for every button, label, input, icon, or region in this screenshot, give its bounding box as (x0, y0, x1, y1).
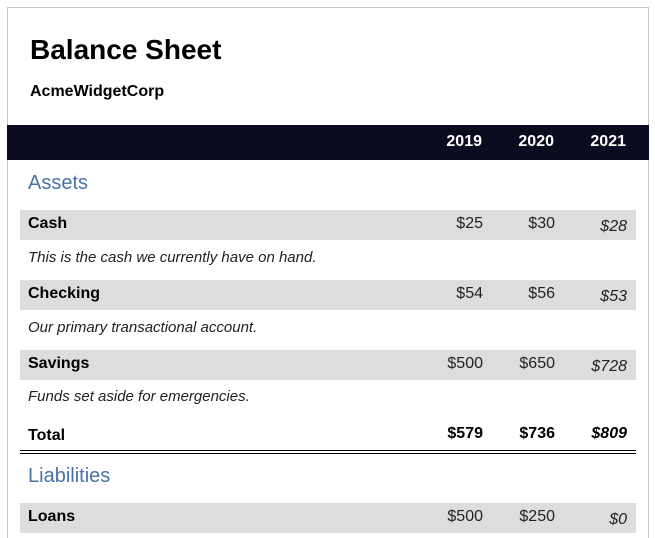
row-label: Loans (28, 508, 76, 525)
year-header-2020: 2020 (518, 133, 554, 150)
total-2019: $579 (447, 425, 483, 442)
row-label: Cash (28, 215, 68, 232)
value-2020: $30 (528, 215, 555, 232)
row-label: Savings (28, 355, 90, 372)
row-description-cash: This is the cash we currently have on ha… (28, 249, 317, 266)
value-2021: $0 (609, 511, 627, 528)
value-2019: $54 (456, 285, 483, 302)
page-title: Balance Sheet (30, 34, 222, 65)
value-2021: $28 (600, 218, 627, 235)
balance-sheet-card: Balance Sheet AcmeWidgetCorp 2019 2020 2… (7, 7, 649, 538)
value-2019: $25 (456, 215, 483, 232)
total-2021: $809 (591, 425, 627, 442)
section-heading-assets: Assets (28, 172, 89, 194)
total-divider (20, 450, 636, 454)
row-description-savings: Funds set aside for emergencies. (28, 388, 250, 405)
table-row-cash: Cash $25 $30 $28 (20, 210, 636, 240)
table-row-checking: Checking $54 $56 $53 (20, 280, 636, 310)
table-row-loans: Loans $500 $250 $0 (20, 503, 636, 533)
table-row-savings: Savings $500 $650 $728 (20, 350, 636, 380)
value-2019: $500 (447, 355, 483, 372)
value-2020: $250 (519, 508, 555, 525)
value-2020: $650 (519, 355, 555, 372)
value-2019: $500 (447, 508, 483, 525)
value-2020: $56 (528, 285, 555, 302)
year-header-bar: 2019 2020 2021 (7, 125, 649, 160)
table-row-total: Total $579 $736 $809 (20, 420, 636, 450)
section-heading-liabilities: Liabilities (28, 465, 111, 487)
value-2021: $728 (591, 358, 627, 375)
company-name: AcmeWidgetCorp (30, 83, 165, 100)
row-label: Checking (28, 285, 101, 302)
total-2020: $736 (519, 425, 555, 442)
year-header-2021: 2021 (590, 133, 626, 150)
row-description-checking: Our primary transactional account. (28, 319, 258, 336)
value-2021: $53 (600, 288, 627, 305)
year-header-2019: 2019 (446, 133, 482, 150)
total-label: Total (28, 427, 66, 444)
